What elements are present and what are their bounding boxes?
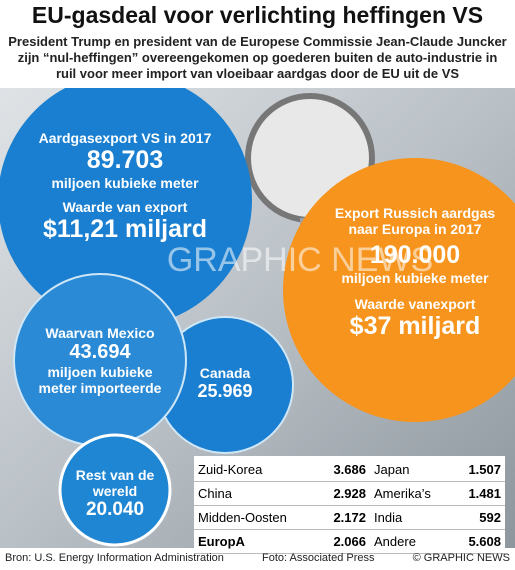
photo-credit: Foto: Associated Press <box>262 552 375 564</box>
table-region: India <box>370 505 454 530</box>
subtitle: President Trump en president van de Euro… <box>8 34 507 81</box>
us-value-label: Waarde van export <box>62 199 188 215</box>
table-row: Zuid-Korea 3.686 Japan 1.507 <box>194 458 505 482</box>
table-region: Midden-Oosten <box>194 505 319 530</box>
table-value: 592 <box>453 505 505 530</box>
russia-value: 190.000 <box>369 241 461 269</box>
table-region: Andere <box>370 529 454 554</box>
russia-bubble: Export Russich aardgas naar Europa in 20… <box>330 205 500 341</box>
russia-export-value: $37 miljard <box>349 312 481 340</box>
table-box: Zuid-Korea 3.686 Japan 1.507 China 2.928 Ameri… <box>194 456 505 556</box>
table-value: 1.507 <box>453 458 505 482</box>
russia-label: Export Russich aardgas naar Europa in 20… <box>334 205 496 237</box>
table-region: Amerika’s <box>370 481 454 506</box>
table-region: EuropA <box>194 529 319 554</box>
russia-unit: miljoen kubieke meter <box>341 270 489 286</box>
table-value: 5.608 <box>453 529 505 554</box>
rest-bubble: Rest van de wereld 20.040 <box>70 467 160 521</box>
canada-label: Canada <box>199 365 251 381</box>
russia-value-label: Waarde vanexport <box>354 296 476 312</box>
mexico-value: 43.694 <box>69 341 131 363</box>
us-label: Aardgasexport VS in 2017 <box>38 130 212 146</box>
mexico-label: Waarvan Mexico <box>45 325 155 341</box>
us-bubble: Aardgasexport VS in 2017 89.703 miljoen … <box>35 130 215 244</box>
table: Zuid-Korea 3.686 Japan 1.507 China 2.928 Ameri… <box>194 458 505 554</box>
table-region: Zuid-Korea <box>194 458 319 482</box>
photo-background: GRAPHIC NEWS <box>0 88 515 548</box>
table-value: 2.172 <box>318 505 370 530</box>
table-region: China <box>194 481 319 506</box>
table-value: 2.928 <box>318 481 370 506</box>
us-export-value: $11,21 miljard <box>42 215 207 243</box>
source: Bron: U.S. Energy Information Administra… <box>5 552 224 564</box>
rest-label: Rest van de wereld <box>75 467 155 499</box>
table-row: Midden-Oosten 2.172 India 592 <box>194 505 505 530</box>
us-value: 89.703 <box>86 146 164 174</box>
footer: Bron: U.S. Energy Information Administra… <box>5 552 510 564</box>
watermark: GRAPHIC NEWS <box>167 241 433 279</box>
table-value: 2.066 <box>318 529 370 554</box>
title: EU-gasdeal voor verlichting heffingen VS <box>31 2 484 28</box>
us-unit: miljoen kubieke meter <box>51 175 199 191</box>
table-row: EuropA 2.066 Andere 5.608 <box>194 529 505 554</box>
mexico-bubble: Waarvan Mexico 43.694 miljoen kubieke me… <box>35 325 165 396</box>
canada-value: 25.969 <box>197 381 253 401</box>
mexico-unit: miljoen kubieke meter importeerde <box>38 364 162 396</box>
table-region: Japan <box>370 458 454 482</box>
table-value: 3.686 <box>318 458 370 482</box>
table-value: 1.481 <box>453 481 505 506</box>
table-row: China 2.928 Amerika’s 1.481 <box>194 481 505 506</box>
canada-bubble: Canada 25.969 <box>180 365 270 402</box>
rest-value: 20.040 <box>85 499 145 520</box>
copyright: © GRAPHIC NEWS <box>412 552 510 564</box>
